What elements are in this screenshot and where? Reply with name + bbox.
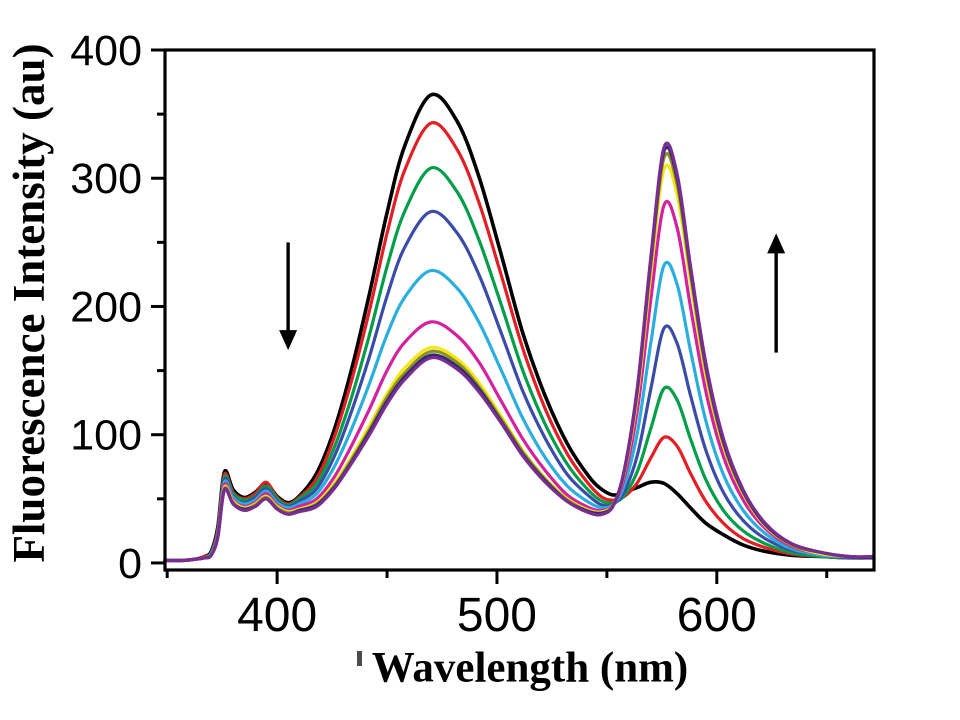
y-tick-label-0: 0 — [118, 540, 142, 588]
down-arrow — [279, 242, 298, 351]
y-axis-title: Fluorescence Intensity (au) — [4, 43, 54, 563]
y-tick-label-100: 100 — [70, 412, 142, 460]
stray-mark-artifact — [357, 651, 362, 666]
series-cyan — [163, 260, 875, 563]
y-tick-label-200: 200 — [70, 283, 142, 331]
axes-box — [163, 48, 876, 572]
series-purple — [163, 141, 875, 563]
x-tick-label-600: 600 — [677, 589, 757, 642]
series-green — [163, 166, 875, 563]
x-tick-label-500: 500 — [457, 589, 537, 642]
spectra-curves — [163, 92, 875, 563]
series-black — [163, 92, 875, 563]
down-arrowhead — [279, 330, 298, 351]
y-tick-label-300: 300 — [70, 155, 142, 203]
series-blue — [163, 209, 875, 563]
x-tick-label-400: 400 — [237, 589, 317, 642]
y-tick-label-400: 400 — [70, 27, 142, 75]
up-arrowhead — [767, 233, 786, 254]
up-arrow — [767, 233, 786, 353]
x-axis-title: Wavelength (nm) — [371, 644, 689, 692]
